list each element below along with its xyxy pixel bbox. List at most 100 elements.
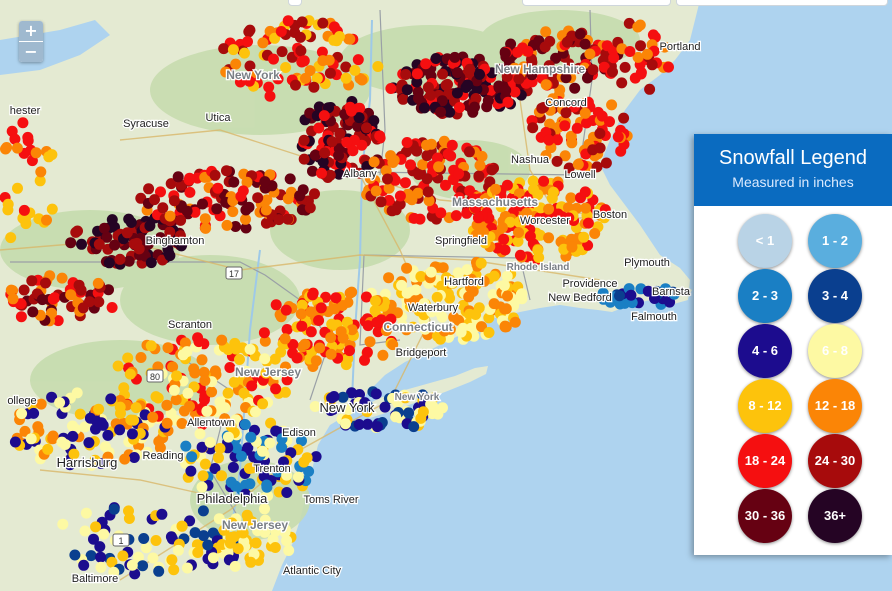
snowfall-dot[interactable] xyxy=(371,316,383,328)
snowfall-dot[interactable] xyxy=(330,292,342,304)
snowfall-dot[interactable] xyxy=(469,202,481,214)
snowfall-dot[interactable] xyxy=(540,150,552,161)
snowfall-dot[interactable] xyxy=(509,62,521,74)
snowfall-dot[interactable] xyxy=(184,400,195,412)
snowfall-dot[interactable] xyxy=(540,79,552,91)
snowfall-dot[interactable] xyxy=(499,244,511,256)
snowfall-dot[interactable] xyxy=(141,446,153,458)
snowfall-dot[interactable] xyxy=(298,153,310,165)
snowfall-dot[interactable] xyxy=(472,212,484,224)
snowfall-dot[interactable] xyxy=(437,262,449,274)
snowfall-dot[interactable] xyxy=(646,59,658,71)
snowfall-dot[interactable] xyxy=(106,302,118,313)
snowfall-dot[interactable] xyxy=(198,366,210,378)
snowfall-dot[interactable] xyxy=(594,128,606,139)
snowfall-dot[interactable] xyxy=(635,40,646,52)
snowfall-dot[interactable] xyxy=(484,176,496,188)
snowfall-dot[interactable] xyxy=(421,150,433,162)
snowfall-dot[interactable] xyxy=(518,213,530,225)
snowfall-dot[interactable] xyxy=(499,47,511,59)
snowfall-dot[interactable] xyxy=(46,307,57,319)
snowfall-dot[interactable] xyxy=(508,195,520,207)
snowfall-dot[interactable] xyxy=(463,291,475,303)
snowfall-dot[interactable] xyxy=(449,51,461,63)
snowfall-dot[interactable] xyxy=(207,552,219,564)
snowfall-dot[interactable] xyxy=(287,339,299,350)
snowfall-dot[interactable] xyxy=(623,17,635,29)
zoom-in-button[interactable]: + xyxy=(19,21,43,41)
snowfall-dot[interactable] xyxy=(228,376,240,388)
snowfall-dot[interactable] xyxy=(92,277,104,289)
snowfall-dot[interactable] xyxy=(347,145,359,157)
snowfall-dot[interactable] xyxy=(177,349,189,361)
snowfall-dot[interactable] xyxy=(260,367,272,379)
snowfall-dot[interactable] xyxy=(22,131,34,143)
snowfall-dot[interactable] xyxy=(295,45,307,57)
snowfall-dot[interactable] xyxy=(444,106,456,118)
snowfall-dot[interactable] xyxy=(197,198,208,210)
snowfall-dot[interactable] xyxy=(46,391,58,403)
snowfall-dot[interactable] xyxy=(294,31,306,43)
snowfall-dot[interactable] xyxy=(269,542,281,553)
snowfall-dot[interactable] xyxy=(117,550,129,562)
snowfall-dot[interactable] xyxy=(352,120,364,132)
snowfall-dot[interactable] xyxy=(582,96,594,108)
snowfall-dot[interactable] xyxy=(438,325,450,337)
snowfall-dot[interactable] xyxy=(257,492,269,504)
snowfall-dot[interactable] xyxy=(172,544,184,556)
snowfall-dot[interactable] xyxy=(273,214,285,226)
snowfall-dot[interactable] xyxy=(272,466,284,478)
snowfall-dot[interactable] xyxy=(434,307,446,319)
snowfall-dot[interactable] xyxy=(232,543,244,555)
snowfall-dot[interactable] xyxy=(644,83,656,95)
snowfall-dot[interactable] xyxy=(317,17,329,29)
snowfall-dot[interactable] xyxy=(519,195,531,207)
snowfall-dot[interactable] xyxy=(57,518,69,530)
snowfall-dot[interactable] xyxy=(464,63,476,75)
snowfall-dot[interactable] xyxy=(372,61,384,72)
snowfall-dot[interactable] xyxy=(580,202,592,214)
snowfall-dot[interactable] xyxy=(300,72,311,84)
snowfall-dot[interactable] xyxy=(99,441,111,453)
snowfall-dot[interactable] xyxy=(17,117,29,129)
snowfall-dot[interactable] xyxy=(488,298,500,310)
snowfall-dot[interactable] xyxy=(276,433,288,445)
snowfall-dot[interactable] xyxy=(411,68,423,80)
snowfall-dot[interactable] xyxy=(106,556,118,568)
snowfall-dot[interactable] xyxy=(317,55,329,67)
snowfall-dot[interactable] xyxy=(281,324,293,335)
snowfall-dot[interactable] xyxy=(337,332,349,344)
snowfall-dot[interactable] xyxy=(354,389,365,400)
snowfall-dot[interactable] xyxy=(543,60,555,72)
snowfall-dot[interactable] xyxy=(222,344,234,356)
snowfall-dot[interactable] xyxy=(298,134,310,146)
snowfall-dot[interactable] xyxy=(328,21,340,33)
snowfall-dot[interactable] xyxy=(164,210,176,222)
snowfall-dot[interactable] xyxy=(161,417,173,429)
snowfall-dot[interactable] xyxy=(516,288,528,300)
snowfall-dot[interactable] xyxy=(88,533,99,545)
toolbar-control[interactable] xyxy=(522,0,671,6)
snowfall-dot[interactable] xyxy=(487,289,499,301)
snowfall-dot[interactable] xyxy=(408,421,420,433)
snowfall-dot[interactable] xyxy=(333,150,345,161)
snowfall-dot[interactable] xyxy=(234,76,246,88)
zoom-out-button[interactable]: − xyxy=(19,42,43,62)
snowfall-dot[interactable] xyxy=(364,172,376,184)
snowfall-dot[interactable] xyxy=(5,284,17,296)
snowfall-dot[interactable] xyxy=(126,559,138,571)
snowfall-dot[interactable] xyxy=(618,112,630,124)
snowfall-dot[interactable] xyxy=(565,192,577,204)
snowfall-dot[interactable] xyxy=(369,305,381,317)
snowfall-dot[interactable] xyxy=(109,239,121,251)
snowfall-dot[interactable] xyxy=(641,48,653,60)
snowfall-dot[interactable] xyxy=(394,190,406,202)
snowfall-dot[interactable] xyxy=(417,406,429,418)
snowfall-dot[interactable] xyxy=(280,304,292,316)
snowfall-dot[interactable] xyxy=(27,306,39,318)
snowfall-dot[interactable] xyxy=(353,419,365,430)
snowfall-dot[interactable] xyxy=(125,414,137,426)
toolbar-control[interactable] xyxy=(288,0,302,6)
snowfall-dot[interactable] xyxy=(501,71,513,82)
snowfall-dot[interactable] xyxy=(140,542,152,554)
